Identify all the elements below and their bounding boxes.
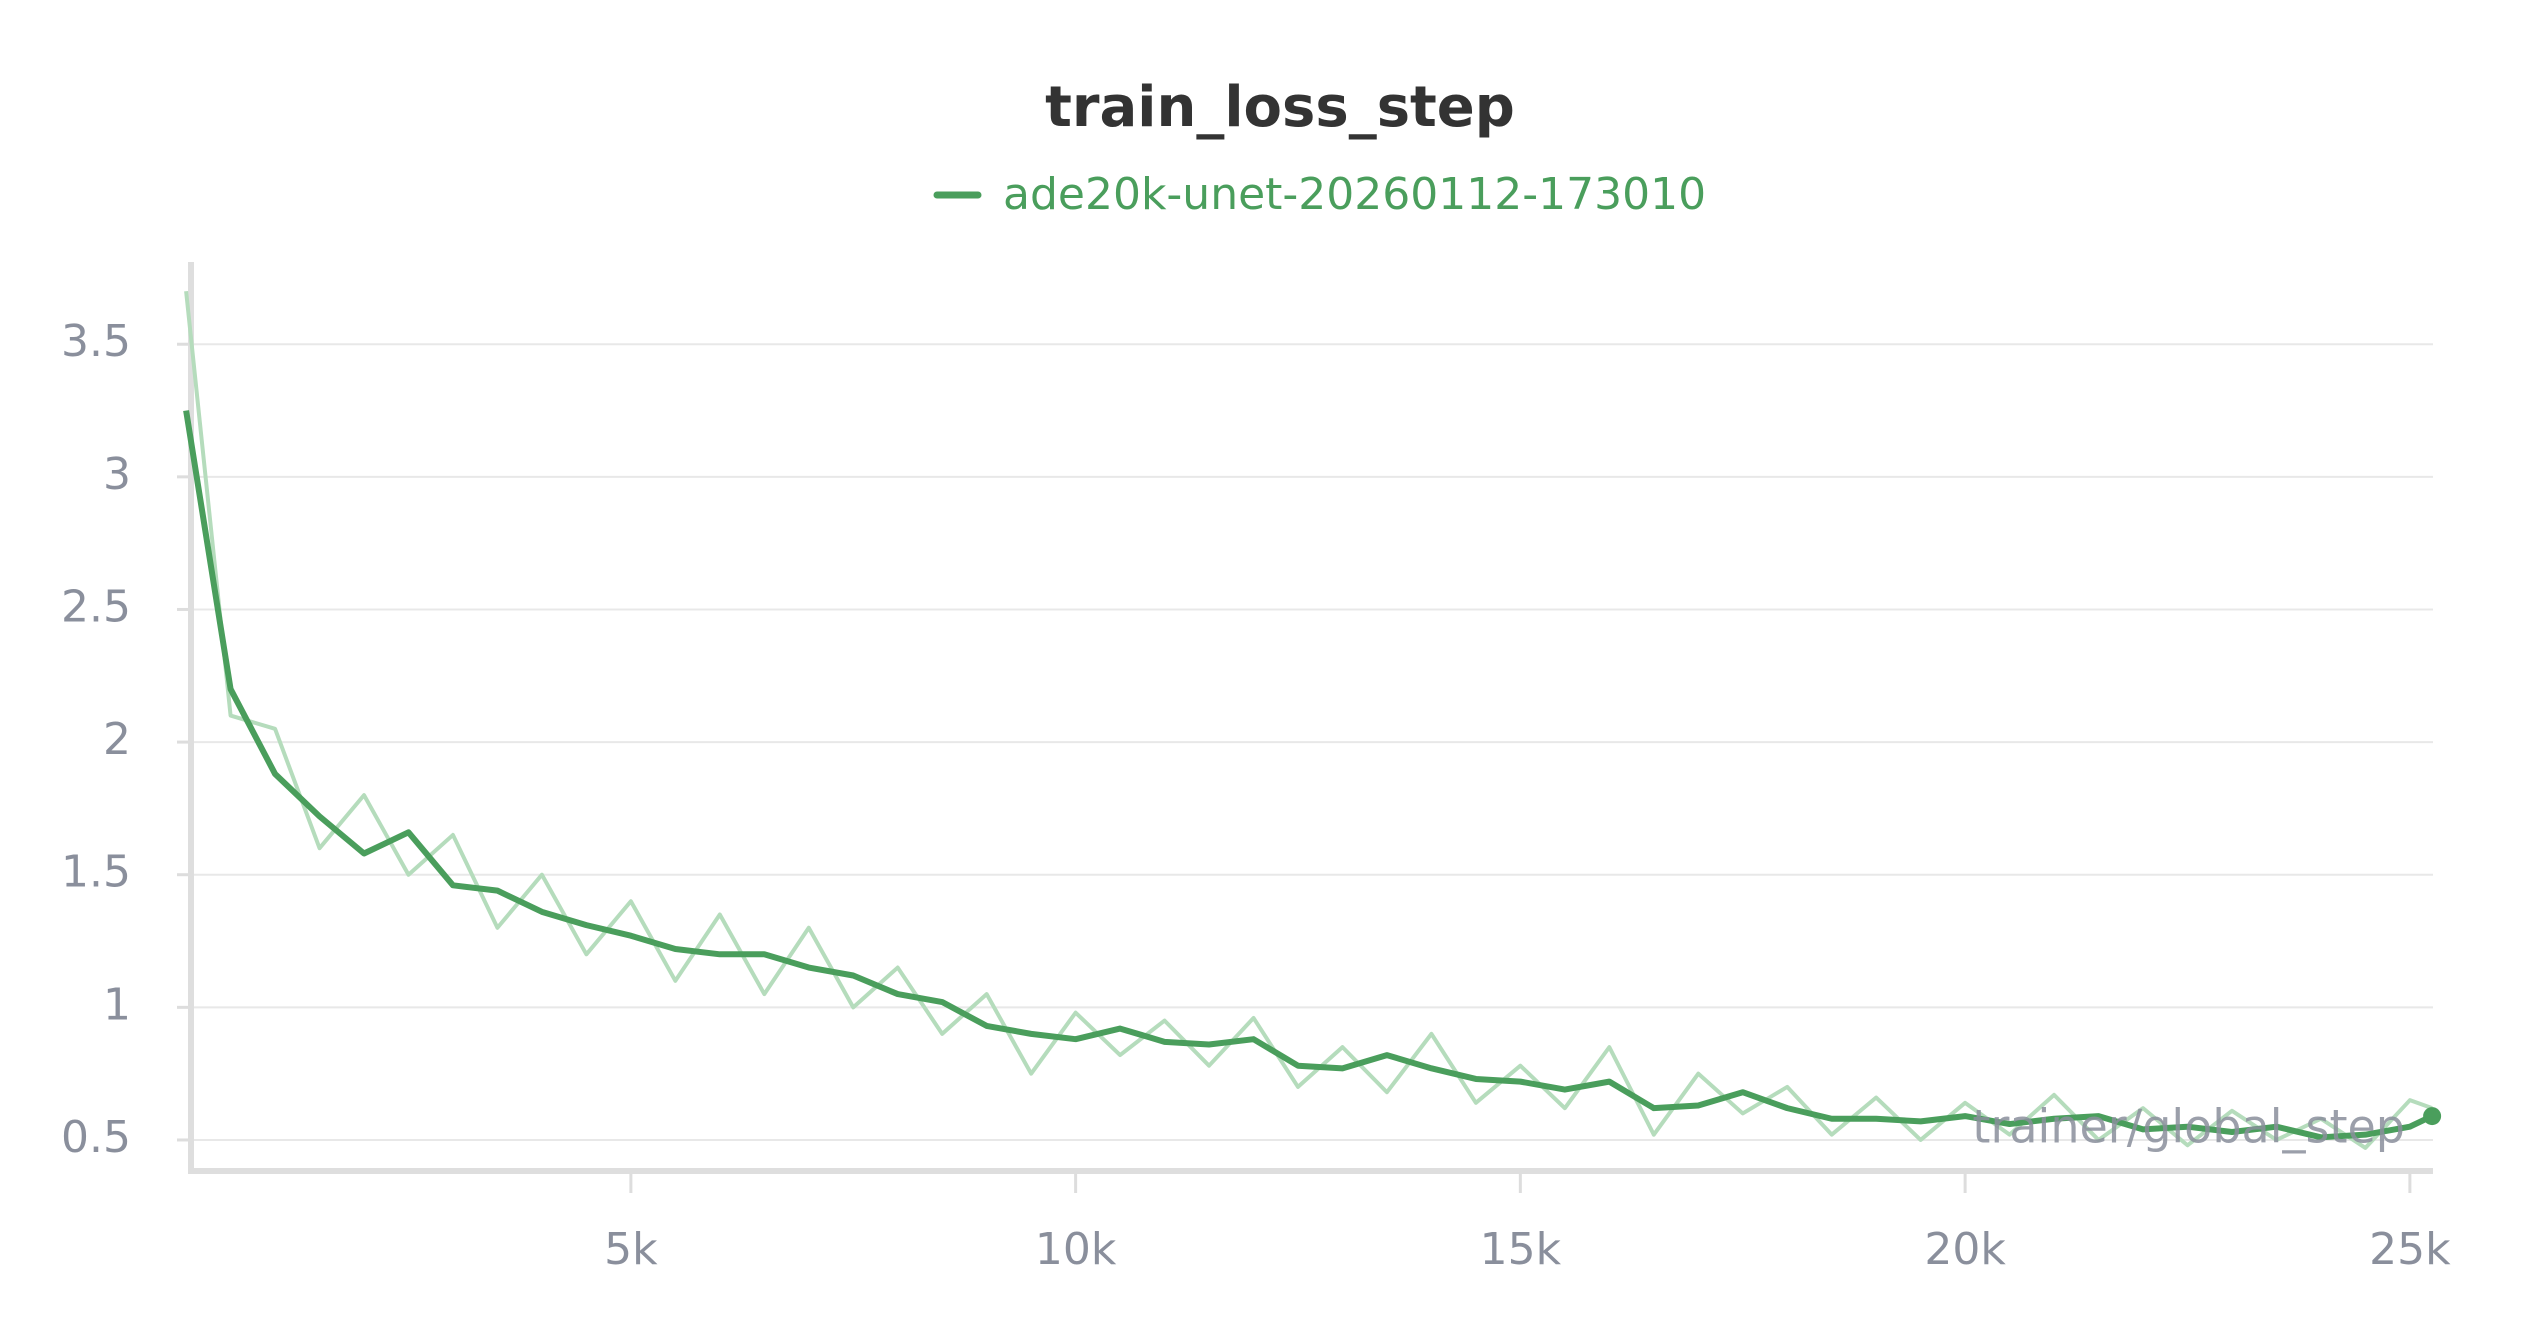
y-tick-label: 3 [103, 449, 131, 500]
x-tick-label: 15k [1480, 1224, 1562, 1275]
smoothed-line [183, 410, 2434, 1141]
y-tick-label: 2.5 [61, 581, 131, 632]
x-tick-label: 10k [1035, 1224, 1117, 1275]
y-tick-label: 1 [103, 979, 131, 1030]
x-tick-label: 5k [604, 1224, 658, 1275]
chart-title: train_loss_step [1045, 75, 1515, 140]
x-axis-label: trainer/global_step [1972, 1100, 2405, 1154]
end-point [2423, 1107, 2442, 1126]
y-tick-label: 0.5 [61, 1112, 131, 1163]
y-tick-label: 3.5 [61, 316, 131, 367]
y-tick-label: 2 [103, 714, 131, 765]
y-tick-label: 1.5 [61, 847, 131, 898]
legend-label: ade20k-unet-20260112-173010 [1003, 169, 1706, 220]
x-tick-label: 25k [2369, 1224, 2451, 1275]
raw-line [184, 290, 2433, 1150]
x-tick-label: 20k [1924, 1224, 2006, 1275]
